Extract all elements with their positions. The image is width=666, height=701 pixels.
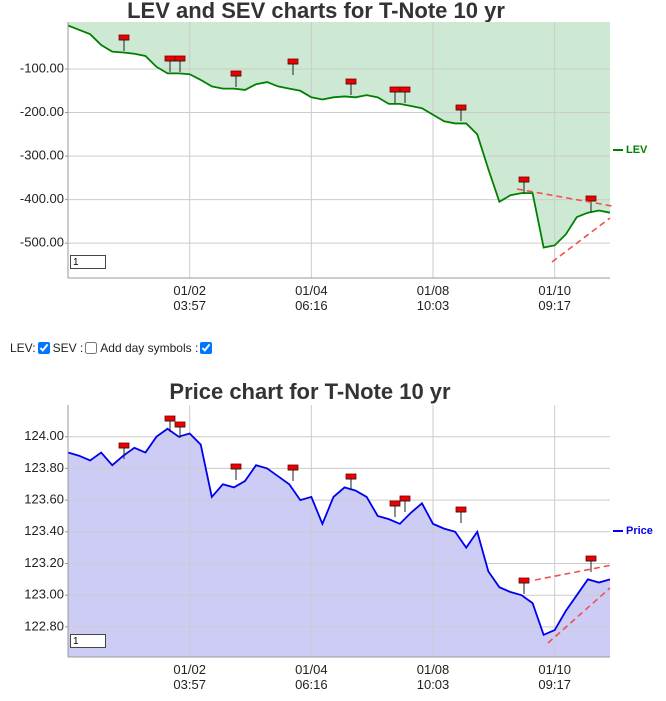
x-tick-label: 01/10 09:17: [538, 662, 571, 692]
y-tick-label: 124.00: [24, 428, 64, 443]
x-tick-label: 01/04 06:16: [295, 662, 328, 692]
y-tick-label: 122.80: [24, 618, 64, 633]
x-tick-label: 01/02 03:57: [173, 662, 206, 692]
range-input[interactable]: [70, 634, 106, 648]
trend-line: [516, 188, 613, 207]
checkbox[interactable]: [85, 342, 98, 354]
checkbox[interactable]: [200, 342, 213, 354]
x-tick-label: 01/08 10:03: [416, 283, 450, 313]
y-tick-label: 123.80: [24, 460, 64, 475]
y-tick-label: -100.00: [20, 60, 64, 75]
control-label: Add day symbols :: [100, 341, 199, 355]
chart-title: Price chart for T-Note 10 yr: [169, 379, 451, 404]
y-tick-label: -400.00: [20, 191, 64, 206]
control-label: SEV :: [52, 341, 84, 355]
controls: LEV: SEV : Add day symbols :: [10, 341, 215, 355]
area: [68, 428, 610, 657]
chart-title: LEV and SEV charts for T-Note 10 yr: [127, 0, 505, 23]
checkbox[interactable]: [37, 342, 50, 354]
range-input[interactable]: [70, 255, 106, 269]
y-tick-label: 123.00: [24, 587, 64, 602]
y-tick-label: 123.20: [24, 555, 64, 570]
trend-line: [534, 564, 613, 581]
y-tick-label: -500.00: [20, 235, 64, 250]
line: [67, 24, 611, 249]
trend-line: [547, 587, 611, 644]
trend-line: [551, 217, 611, 263]
y-tick-label: -300.00: [20, 148, 64, 163]
plots: LEV and SEV charts for T-Note 10 yr -100.…: [20, 0, 653, 658]
legend-label: LEV: [626, 144, 648, 156]
line: [67, 427, 611, 637]
x-tick-label: 01/02 03:57: [173, 283, 206, 313]
legend-label: Price: [626, 525, 653, 537]
area: [68, 22, 610, 248]
y-tick-label: 123.40: [24, 523, 64, 538]
x-tick-label: 01/04 06:16: [295, 283, 328, 313]
y-tick-label: 123.60: [24, 492, 64, 507]
trend-lines: [516, 188, 613, 644]
control-label: LEV:: [10, 341, 36, 355]
y-tick-label: -200.00: [20, 104, 64, 119]
x-tick-label: 01/08 10:03: [416, 662, 450, 692]
x-tick-label: 01/10 09:17: [538, 283, 571, 313]
